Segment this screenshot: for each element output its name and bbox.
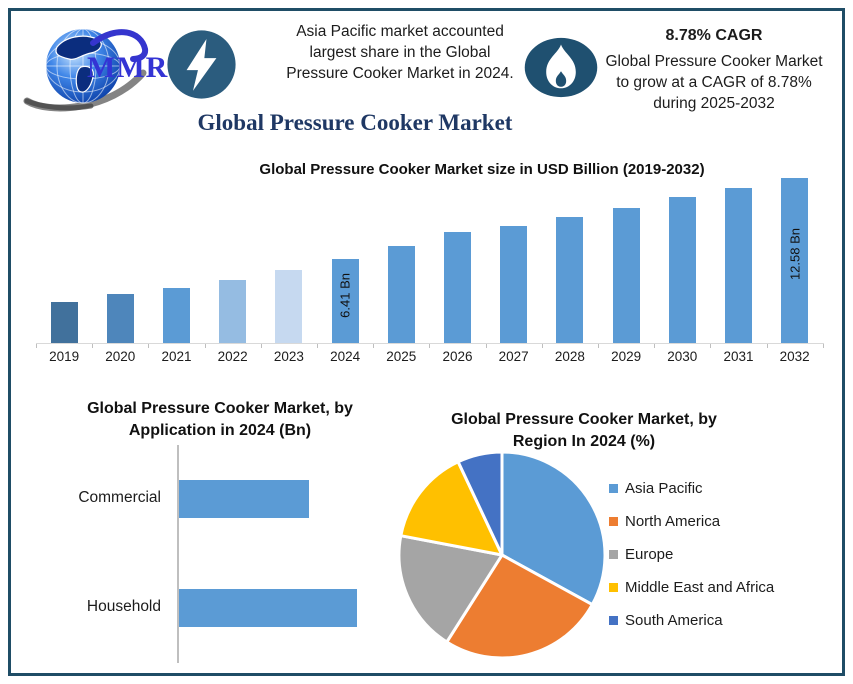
axis-tick bbox=[317, 344, 318, 348]
legend-label: Asia Pacific bbox=[625, 480, 703, 497]
application-bar-commercial bbox=[179, 480, 309, 518]
bar-2027 bbox=[500, 226, 528, 343]
legend-label: Middle East and Africa bbox=[625, 579, 775, 596]
axis-tick bbox=[654, 344, 656, 348]
legend-swatch bbox=[609, 583, 618, 592]
axis-tick bbox=[204, 344, 206, 348]
right-callout-text: Global Pressure Cooker Market to grow at… bbox=[605, 53, 823, 112]
bar-2029 bbox=[612, 208, 640, 343]
legend-item-north-america: North America bbox=[609, 505, 774, 538]
right-callout: 8.78% CAGR Global Pressure Cooker Market… bbox=[597, 25, 831, 114]
market-size-chart-title: Global Pressure Cooker Market size in US… bbox=[259, 161, 705, 178]
application-chart-title: Global Pressure Cooker Market, by Applic… bbox=[87, 400, 353, 439]
axis-tick bbox=[148, 344, 150, 348]
x-tick-label-2021: 2021 bbox=[161, 349, 192, 364]
legend-swatch bbox=[609, 616, 618, 625]
axis-tick bbox=[710, 344, 712, 348]
legend-swatch bbox=[609, 484, 618, 493]
bar-2020 bbox=[106, 294, 134, 343]
application-label-commercial: Commercial bbox=[78, 489, 161, 506]
x-tick-label-2019: 2019 bbox=[49, 349, 80, 364]
pie-slice-south-america bbox=[456, 450, 504, 557]
axis-tick bbox=[598, 344, 599, 348]
axis-tick bbox=[766, 344, 768, 348]
infographic-frame: MMR Asia Pacific market accounted larges… bbox=[8, 8, 845, 676]
bar-value-label: 6.41 Bn bbox=[337, 273, 353, 318]
region-chart-title: Global Pressure Cooker Market, by Region… bbox=[451, 411, 717, 450]
application-label-household: Household bbox=[86, 598, 161, 615]
globe-icon bbox=[23, 28, 149, 112]
bar-2031 bbox=[725, 188, 752, 343]
x-tick-label-2030: 2030 bbox=[667, 349, 698, 364]
bar-2030 bbox=[668, 197, 696, 343]
x-tick-label-2025: 2025 bbox=[386, 349, 417, 364]
bar-value-label: 12.58 Bn bbox=[787, 228, 803, 281]
legend-swatch bbox=[609, 517, 618, 526]
bar-2021 bbox=[163, 288, 190, 343]
legend-item-europe: Europe bbox=[609, 538, 774, 571]
legend-label: Europe bbox=[625, 546, 674, 563]
x-tick-label-2031: 2031 bbox=[723, 349, 754, 364]
x-tick-label-2026: 2026 bbox=[442, 349, 473, 364]
x-tick-label-2023: 2023 bbox=[273, 349, 304, 364]
mmr-logo: MMR bbox=[21, 17, 181, 113]
legend-label: South America bbox=[625, 612, 723, 629]
bar-2024: 6.41 Bn bbox=[331, 259, 359, 343]
axis-tick bbox=[36, 344, 37, 348]
application-bar-household bbox=[179, 589, 357, 627]
x-tick-label-2029: 2029 bbox=[611, 349, 642, 364]
flame-icon bbox=[524, 37, 598, 103]
legend-swatch bbox=[609, 550, 618, 559]
axis-tick bbox=[822, 344, 824, 348]
legend-item-middle-east-and-africa: Middle East and Africa bbox=[609, 571, 774, 604]
pie-slice-middle-east-and-africa bbox=[399, 460, 504, 557]
bar-2028 bbox=[556, 217, 584, 343]
application-y-axis bbox=[177, 445, 179, 663]
axis-tick bbox=[429, 344, 431, 348]
logo-text: MMR bbox=[87, 51, 169, 84]
legend-label: North America bbox=[625, 513, 721, 530]
x-tick-label-2022: 2022 bbox=[217, 349, 248, 364]
page-title: Global Pressure Cooker Market bbox=[197, 110, 513, 135]
axis-tick bbox=[92, 344, 94, 348]
axis-tick bbox=[541, 344, 543, 348]
x-tick-label-2027: 2027 bbox=[498, 349, 529, 364]
cagr-headline: 8.78% CAGR bbox=[665, 27, 763, 44]
market-size-chart: 6.41 Bn 12.58 Bn 2019 2020 2021 2022 2023 2024… bbox=[36, 178, 824, 364]
x-axis-labels: 2019 2020 2021 2022 2023 2024 2025 2026 2027 2028… bbox=[36, 349, 824, 365]
bar-2022 bbox=[219, 280, 247, 343]
market-size-bars: 6.41 Bn 12.58 Bn bbox=[36, 178, 824, 343]
axis-tick bbox=[485, 344, 487, 348]
bar-2019 bbox=[50, 302, 78, 343]
legend-item-south-america: South America bbox=[609, 604, 774, 637]
bar-2023 bbox=[275, 270, 303, 343]
region-pie-chart bbox=[397, 450, 607, 660]
lightning-icon bbox=[166, 29, 237, 105]
pie-slice-europe bbox=[397, 534, 504, 644]
axis-tick bbox=[373, 344, 375, 348]
legend-item-asia-pacific: Asia Pacific bbox=[609, 472, 774, 505]
x-tick-label-2032: 2032 bbox=[779, 349, 810, 364]
bar-2026 bbox=[444, 232, 471, 343]
pie-slice-north-america bbox=[445, 553, 594, 660]
pie-slice-asia-pacific bbox=[500, 450, 607, 607]
x-tick-label-2024: 2024 bbox=[330, 349, 361, 364]
bar-2025 bbox=[387, 246, 415, 343]
left-callout-text: Asia Pacific market accounted largest sh… bbox=[286, 23, 514, 82]
axis-tick bbox=[260, 344, 262, 348]
region-legend: Asia Pacific North America Europe Middle Ea… bbox=[609, 472, 774, 637]
x-axis bbox=[36, 343, 824, 348]
bar-2032: 12.58 Bn bbox=[781, 178, 809, 343]
x-tick-label-2020: 2020 bbox=[105, 349, 136, 364]
x-tick-label-2028: 2028 bbox=[554, 349, 585, 364]
